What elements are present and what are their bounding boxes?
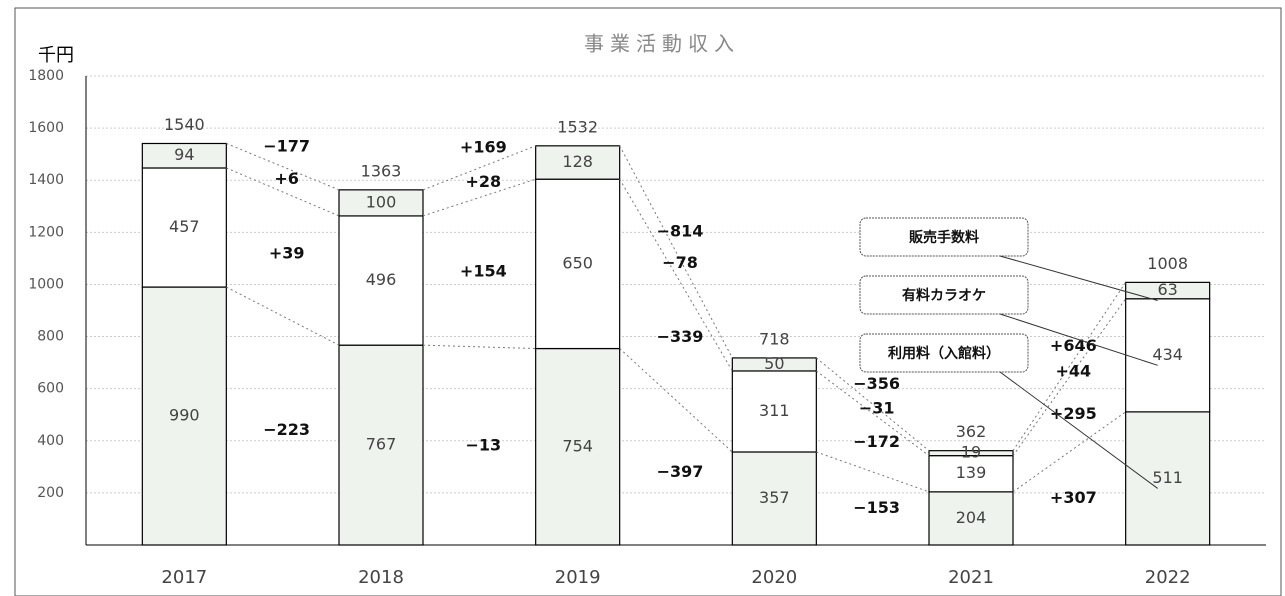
y-tick-label: 400	[37, 433, 64, 449]
legend-label: 販売手数料	[909, 229, 979, 246]
segment-label: 357	[759, 488, 790, 507]
y-tick-label: 1800	[28, 68, 64, 84]
segment-label: 50	[764, 354, 784, 373]
total-label: 1008	[1147, 254, 1188, 273]
segment-label: 139	[956, 463, 987, 482]
total-label: 1363	[361, 161, 402, 180]
change-label: +169	[460, 137, 507, 156]
segment-label: 496	[366, 270, 397, 289]
bar-segment	[535, 145, 621, 180]
y-tick-label: 1200	[28, 224, 64, 240]
bar-segment	[731, 357, 817, 372]
x-tick-label: 2017	[161, 567, 207, 588]
segment-label: 434	[1152, 345, 1183, 364]
segment-label: 767	[366, 435, 397, 454]
chart-title: 事業活動収入	[584, 32, 740, 56]
change-label: −13	[465, 435, 501, 454]
bar-segment	[535, 178, 621, 350]
y-axis-label: 千円	[38, 45, 74, 66]
bar-segment	[1125, 281, 1211, 300]
segment-label: 19	[961, 443, 981, 462]
bar-segment	[928, 450, 1014, 457]
bar-segment	[141, 142, 227, 169]
segment-label: 63	[1157, 280, 1177, 299]
connector	[619, 348, 733, 453]
change-label: +6	[274, 169, 299, 188]
legend-pointer	[999, 313, 1158, 366]
y-tick-label: 1400	[28, 172, 64, 188]
connector	[1012, 282, 1127, 451]
segment-label: 650	[562, 253, 593, 272]
change-label: +28	[465, 172, 501, 191]
legend-pointer	[999, 255, 1158, 302]
segment-label: 100	[366, 192, 397, 211]
connector	[1012, 298, 1127, 456]
connector	[619, 178, 733, 372]
x-tick-label: 2018	[358, 567, 404, 588]
segment-label: 204	[956, 508, 987, 527]
legend-label: 利用料（入館料）	[888, 345, 1000, 362]
change-label: −339	[657, 327, 704, 346]
change-label: −78	[662, 253, 698, 272]
change-label: +646	[1050, 336, 1097, 355]
change-label: −153	[853, 498, 900, 517]
connector	[422, 145, 536, 191]
total-label: 718	[759, 329, 790, 348]
change-label: −31	[859, 398, 895, 417]
segment-label: 311	[759, 401, 790, 420]
y-tick-label: 800	[37, 329, 64, 345]
y-tick-label: 200	[37, 485, 64, 501]
x-tick-label: 2019	[555, 567, 601, 588]
connector	[422, 344, 536, 350]
change-label: −356	[853, 374, 900, 393]
change-label: −223	[263, 420, 310, 439]
change-label: +307	[1050, 488, 1097, 507]
total-label: 1532	[557, 117, 598, 136]
change-label: +44	[1055, 361, 1091, 380]
change-label: +295	[1050, 404, 1097, 423]
connector	[816, 370, 930, 457]
segment-label: 94	[174, 145, 194, 164]
change-label: −172	[853, 432, 900, 451]
connector	[816, 357, 930, 452]
legend-pointer	[999, 371, 1158, 489]
change-label: +154	[460, 262, 507, 281]
x-tick-label: 2020	[751, 567, 797, 588]
segment-label: 990	[169, 406, 200, 425]
legend-box	[859, 217, 1029, 257]
bar-segment	[338, 189, 424, 217]
x-tick-label: 2021	[948, 567, 994, 588]
bar-segment	[141, 286, 227, 546]
segment-label: 511	[1152, 468, 1183, 487]
total-label: 362	[956, 422, 987, 441]
change-label: −397	[657, 462, 704, 481]
connector	[226, 143, 340, 191]
bar-segment	[338, 215, 424, 346]
change-label: +39	[269, 244, 305, 263]
legend-box	[859, 333, 1029, 373]
legend-box	[859, 275, 1029, 315]
bar-segment	[535, 347, 621, 546]
segment-label: 754	[562, 436, 593, 455]
y-tick-label: 1600	[28, 120, 64, 136]
bar-segment	[731, 370, 817, 453]
segment-label: 128	[562, 152, 593, 171]
connector	[1012, 411, 1126, 493]
y-tick-label: 1000	[28, 276, 64, 292]
bar-segment	[928, 491, 1014, 546]
legend-label: 有料カラオケ	[902, 287, 986, 304]
x-tick-label: 2022	[1145, 567, 1191, 588]
total-label: 1540	[164, 115, 205, 134]
bar-segment	[731, 451, 817, 546]
change-label: −814	[657, 221, 704, 240]
connector	[619, 145, 733, 359]
bar-segment	[928, 455, 1014, 493]
y-tick-label: 600	[37, 381, 64, 397]
connector	[226, 167, 340, 217]
segment-label: 457	[169, 217, 200, 236]
bar-segment	[1125, 298, 1211, 413]
change-label: −177	[263, 136, 310, 155]
connector	[226, 286, 340, 346]
